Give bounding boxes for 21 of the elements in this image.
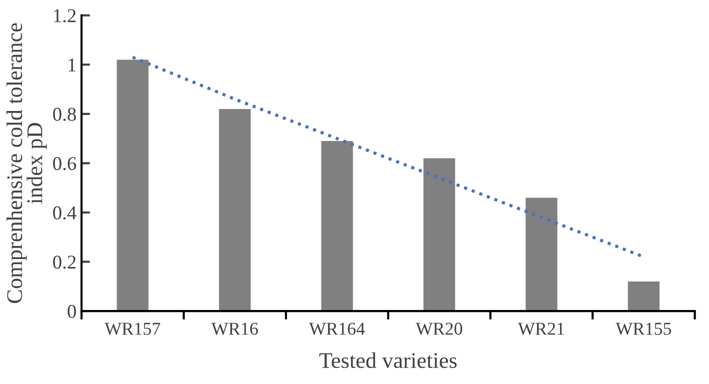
x-tick-label: WR21	[518, 322, 564, 335]
y-tick-label: 1	[68, 58, 76, 72]
bar	[116, 60, 148, 312]
bar	[526, 198, 558, 312]
x-tick-label: WR164	[309, 322, 365, 335]
y-tick-label: 0.2	[53, 256, 76, 269]
bar	[321, 141, 353, 312]
y-tick-label: 0	[68, 304, 76, 318]
bar	[628, 281, 660, 312]
x-tick-label: WR155	[616, 322, 672, 335]
bar	[219, 108, 251, 312]
x-tick-label: WR20	[416, 322, 462, 335]
y-tick-label: 0.8	[53, 108, 76, 121]
y-tick-label: 0.6	[53, 157, 76, 170]
x-axis-title: Tested varieties	[319, 352, 457, 368]
y-tick-label: 0.4	[53, 206, 76, 220]
x-tick-label: WR16	[211, 322, 258, 335]
y-tick-label: 1.2	[54, 9, 76, 22]
y-axis-title: Comprenhensive cold tolerance index pD	[6, 23, 47, 303]
x-tick-label: WR157	[104, 322, 160, 335]
bar	[423, 158, 456, 312]
